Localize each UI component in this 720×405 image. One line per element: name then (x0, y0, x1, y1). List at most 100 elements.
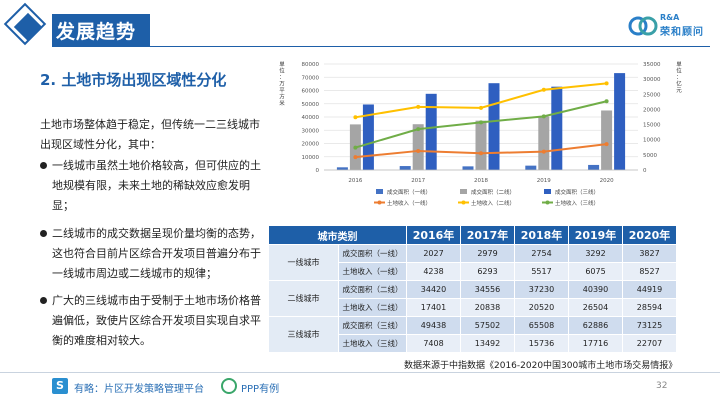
chart-bar (462, 166, 474, 170)
table-row-label: 土地收入（一线） (338, 262, 407, 281)
chart-point (604, 81, 609, 86)
table-row: 二线城市 成交面积（二线） 34420 34556 37230 40390 44… (268, 280, 677, 317)
land-market-chart: 0100002000030000400005000060000700008000… (279, 60, 682, 207)
table-row-label: 土地收入（三线） (338, 334, 407, 353)
y-right-tick-label: 15000 (643, 123, 661, 129)
table-cell: 6293 (460, 262, 515, 281)
header-title-bar (52, 14, 150, 46)
table-cell: 20838 (460, 298, 515, 317)
y-left-tick-label: 20000 (302, 142, 320, 148)
logo-name: 荣和顾问 (660, 27, 704, 38)
table-cell: 2979 (460, 244, 515, 263)
legend-swatch (544, 189, 551, 194)
legend-swatch (461, 200, 466, 205)
y-right-tick-label: 25000 (643, 92, 661, 98)
bullet-text: 二线城市的成交数据呈现价量均衡的态势，这也符合目前片区综合开发项目普遍分布于一线… (52, 227, 261, 280)
table-row: 土地收入（二线） 17401 20838 20520 26504 28594 (269, 298, 677, 317)
table-cell: 44919 (622, 280, 677, 299)
table-cell: 73125 (622, 316, 677, 335)
chart-bar (538, 116, 550, 170)
table-row-label: 土地收入（二线） (338, 298, 407, 317)
legend-label: 成交面积（一线） (387, 188, 431, 196)
bullet-text: 广大的三线城市由于受制于土地市场价格普遍偏低，致使片区综合开发项目实现自求平衡的… (52, 294, 261, 347)
table-cell: 26504 (568, 298, 623, 317)
table-cell: 17401 (406, 298, 461, 317)
table-cell: 13492 (460, 334, 515, 353)
x-tick-label: 2017 (411, 178, 425, 184)
legend-swatch (460, 189, 467, 194)
table-cell: 6075 (568, 262, 623, 281)
legend-swatch (376, 189, 383, 194)
chart-point (353, 155, 358, 160)
chart-bar (525, 165, 537, 170)
y-left-axis-label: 单位：万平方米 (279, 60, 285, 107)
ppp-logo-icon (221, 378, 237, 394)
table-header-year: 2016年 (406, 225, 461, 245)
y-left-tick-label: 10000 (302, 155, 320, 161)
chart-bar (399, 166, 411, 170)
section-title: 2. 土地市场出现区域性分化 (40, 71, 227, 89)
bullet-item: 广大的三线城市由于受制于土地市场价格普遍偏低，致使片区综合开发项目实现自求平衡的… (40, 291, 262, 351)
y-right-tick-label: 35000 (643, 62, 661, 68)
y-left-tick-label: 0 (316, 168, 320, 174)
bullet-dot (40, 297, 47, 304)
legend-label: 土地收入（一线） (387, 199, 431, 207)
table-cell: 2754 (514, 244, 569, 263)
table-row-label: 成交面积（一线） (338, 244, 407, 263)
table-cell: 49438 (406, 316, 461, 335)
logo-tagline: R&A (660, 13, 680, 22)
y-right-tick-label: 0 (643, 168, 647, 174)
chart-point (416, 104, 421, 109)
chart-point (416, 127, 421, 132)
table-row-label: 成交面积（三线） (338, 316, 407, 335)
intro-text: 土地市场整体趋于稳定，但传统一二三线城市出现区域性分化，其中： (40, 118, 260, 151)
bullet-dot (40, 162, 47, 169)
table-header-year: 2018年 (514, 225, 569, 245)
platform-logo-icon: S (52, 378, 68, 394)
x-tick-label: 2019 (537, 178, 551, 184)
land-data-table: 城市类别 2016年 2017年 2018年 2019年 2020年 一线城市 … (268, 225, 677, 353)
chart-bar (488, 83, 500, 170)
chart-point (416, 148, 421, 153)
table-header-year: 2020年 (622, 225, 677, 245)
chart-point (479, 151, 483, 156)
y-right-tick-label: 20000 (643, 107, 661, 113)
table-group-label: 三线城市 (268, 316, 339, 353)
table-row: 一线城市 成交面积（一线） 2027 2979 2754 3292 3827 (268, 244, 677, 281)
chart-point (353, 145, 358, 150)
y-left-tick-label: 80000 (302, 62, 320, 68)
table-cell: 17716 (568, 334, 623, 353)
header-divider (52, 46, 710, 47)
chart-point (353, 115, 358, 120)
y-right-tick-label: 10000 (643, 138, 661, 144)
table-cell: 34420 (406, 280, 461, 299)
chart-point (541, 87, 546, 92)
table-group-label: 二线城市 (268, 280, 339, 317)
y-left-tick-label: 70000 (302, 75, 320, 81)
x-tick-label: 2018 (474, 178, 488, 184)
page-number: 32 (656, 381, 668, 391)
chart-point (541, 149, 546, 154)
y-right-tick-label: 5000 (643, 153, 657, 159)
chart-bar (336, 167, 348, 170)
table-row: 三线城市 成交面积（三线） 49438 57502 65508 62886 73… (268, 316, 677, 353)
chart-bar (614, 73, 626, 170)
table-cell: 8527 (622, 262, 677, 281)
logo-mark-icon (628, 16, 658, 36)
y-left-tick-label: 30000 (302, 128, 320, 134)
legend-swatch (377, 200, 382, 205)
table-header-category: 城市类别 (268, 225, 407, 245)
chart-point (479, 120, 483, 125)
chart-point (604, 142, 609, 147)
chart-bar (475, 120, 487, 170)
chart-bar (412, 124, 424, 170)
table-header-row: 城市类别 2016年 2017年 2018年 2019年 2020年 (268, 225, 677, 245)
chart-bar (551, 86, 563, 170)
table-cell: 34556 (460, 280, 515, 299)
legend-label: 土地收入（二线） (471, 199, 515, 207)
chart-bar (601, 110, 613, 170)
table-cell: 22707 (622, 334, 677, 353)
table-row: 土地收入（三线） 7408 13492 15736 17716 22707 (269, 334, 677, 353)
table-cell: 3827 (622, 244, 677, 263)
y-left-tick-label: 60000 (302, 89, 320, 95)
